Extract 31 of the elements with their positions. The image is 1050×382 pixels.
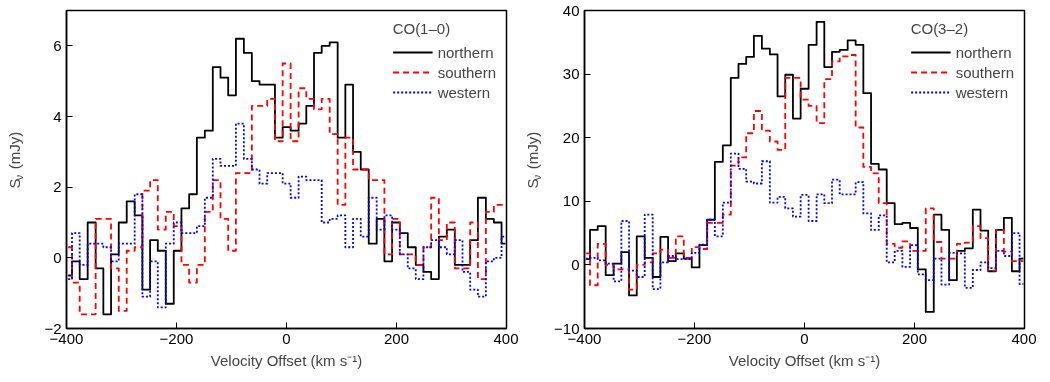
- legend-label: southern: [955, 63, 1014, 81]
- legend-title: CO(1–0): [392, 20, 452, 37]
- legend-label: northern: [955, 43, 1012, 61]
- x-tick-label: 200: [383, 329, 410, 347]
- legend-title: CO(3–2): [910, 20, 970, 37]
- x-tick-label: 0: [800, 329, 809, 347]
- x-tick-label: 400: [1011, 329, 1037, 347]
- y-tick-label: 2: [53, 178, 62, 196]
- y-tick-label: 0: [571, 255, 580, 273]
- x-tick-label: 200: [901, 329, 928, 347]
- x-tick-label: 400: [493, 329, 519, 347]
- y-tick-label: −10: [554, 319, 580, 337]
- legend-label: western: [955, 83, 1009, 101]
- y-tick-label: 4: [53, 107, 62, 125]
- y-tick-label: −2: [44, 319, 62, 337]
- y-tick-label: 30: [562, 65, 580, 83]
- x-axis-title: Velocity Offset (km s⁻¹): [210, 351, 363, 369]
- y-axis-title: Sν (mJy): [6, 131, 25, 189]
- y-tick-label: 40: [562, 1, 580, 19]
- y-tick-label: 20: [562, 128, 580, 146]
- y-tick-label: 0: [53, 248, 62, 266]
- legend-label: northern: [437, 43, 494, 61]
- x-axis-title: Velocity Offset (km s⁻¹): [728, 351, 881, 369]
- y-tick-label: 10: [562, 192, 580, 210]
- x-tick-label: −200: [159, 329, 194, 347]
- x-tick-label: 0: [282, 329, 291, 347]
- y-axis-title: Sν (mJy): [524, 131, 543, 189]
- legend-label: western: [437, 83, 491, 101]
- y-tick-label: 6: [53, 36, 62, 54]
- legend-label: southern: [437, 63, 496, 81]
- x-tick-label: −200: [677, 329, 712, 347]
